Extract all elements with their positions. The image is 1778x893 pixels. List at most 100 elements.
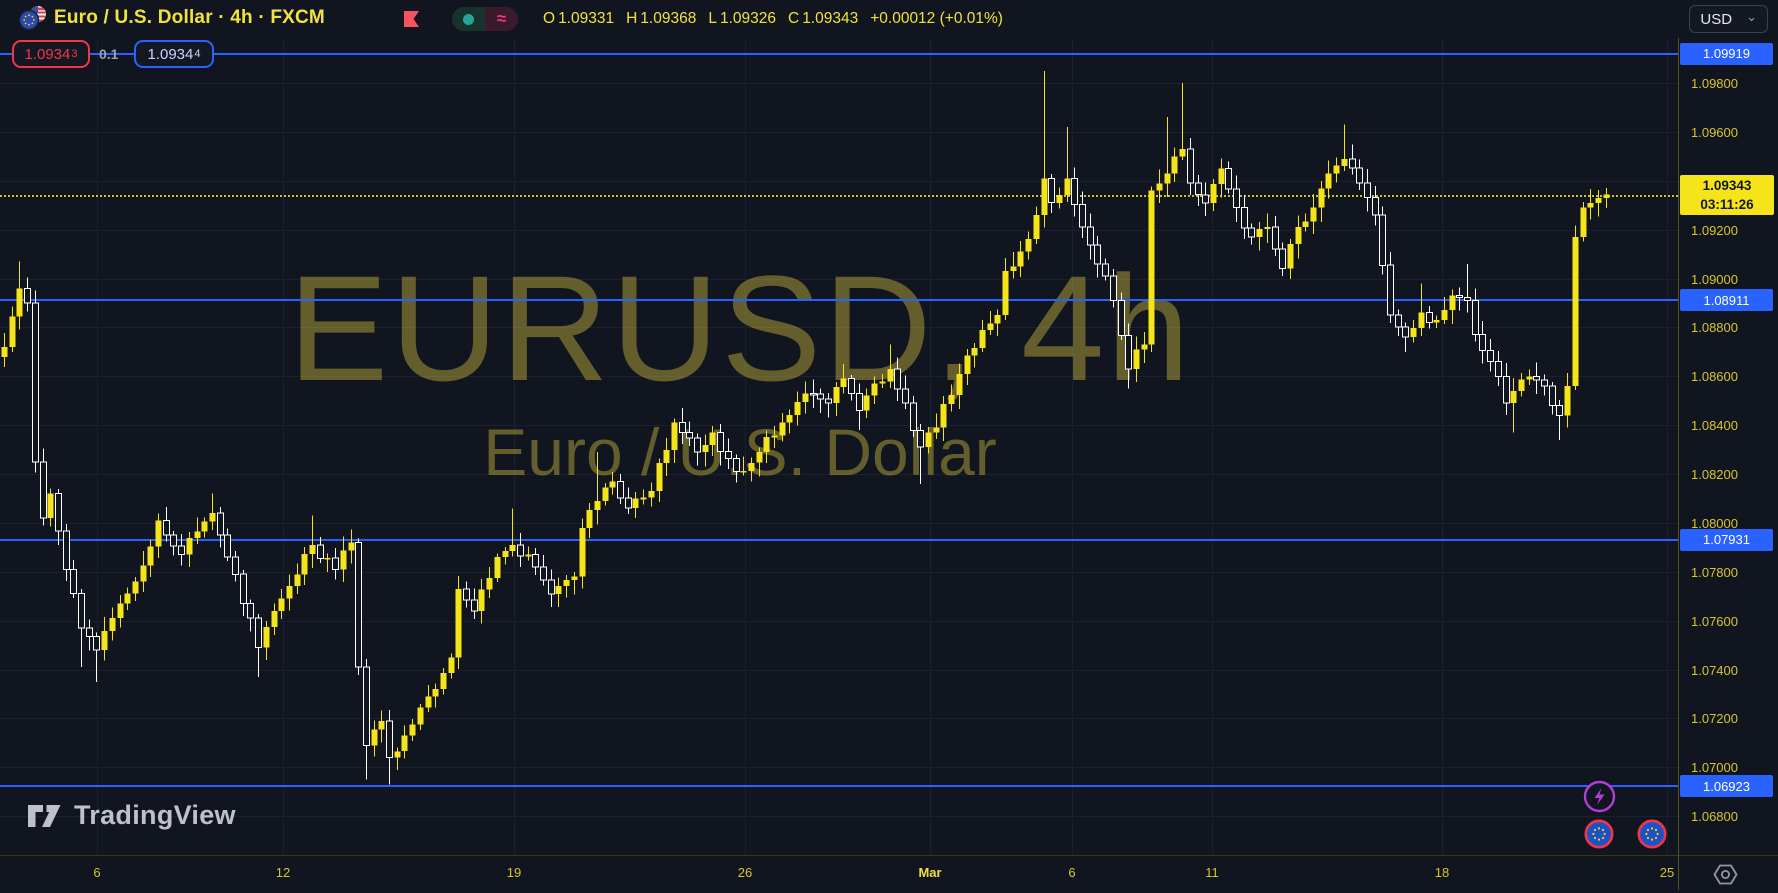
price-tick-label: 1.07200 (1691, 711, 1738, 727)
bid-price-label[interactable]: 1.0934 3 (12, 40, 90, 68)
candle (1064, 178, 1071, 195)
red-flag-icon[interactable] (400, 8, 422, 30)
candle (686, 432, 693, 439)
h-gridline (0, 181, 1678, 182)
candle (1541, 379, 1548, 387)
candle (925, 432, 932, 448)
candle (725, 450, 732, 460)
time-tick-label: 6 (93, 865, 101, 880)
candle (1387, 264, 1394, 316)
horizontal-price-line[interactable] (0, 539, 1678, 541)
symbol-title[interactable]: Euro / U.S. Dollar · 4h · FXCM (54, 7, 325, 28)
candle (548, 579, 555, 595)
eurusd-pair-flag-icon[interactable] (18, 5, 48, 36)
candle (1056, 194, 1063, 203)
candle (779, 422, 786, 436)
horizontal-price-line[interactable] (0, 785, 1678, 787)
line-price-label[interactable]: 1.09919 (1680, 42, 1773, 65)
candle (224, 534, 231, 558)
line-price-label[interactable]: 1.08911 (1680, 289, 1773, 312)
candle (301, 554, 308, 575)
price-tick-label: 1.09800 (1691, 76, 1738, 91)
time-tick-label: 26 (737, 865, 753, 880)
price-tick-label: 1.08200 (1691, 467, 1738, 483)
spread-value: 0.1 (99, 46, 119, 62)
candle (602, 487, 609, 501)
candle (1218, 168, 1225, 184)
candle (271, 610, 278, 627)
candle (879, 381, 886, 384)
candle (763, 436, 770, 452)
line-price-label[interactable]: 1.07931 (1680, 528, 1773, 551)
candle (1256, 228, 1263, 237)
time-axis[interactable]: 6 12 19 26 Mar 6 11 18 25 (0, 855, 1778, 890)
candle (286, 585, 293, 599)
candle (332, 557, 339, 570)
h-gridline (0, 718, 1678, 719)
price-tick-label: 1.09200 (1691, 222, 1738, 238)
candle (594, 500, 601, 510)
candle (1041, 178, 1048, 215)
candle (1141, 344, 1148, 350)
candle (47, 493, 54, 518)
candle (324, 558, 331, 560)
tradingview-logo-text: TradingView (74, 800, 236, 830)
current-price-dotted-line (0, 195, 1678, 197)
v-gridline (1072, 38, 1073, 855)
market-status-toggle[interactable]: ≈ (452, 7, 518, 31)
candle (317, 544, 324, 560)
time-tick-label: 11 (1205, 865, 1219, 880)
ask-price-label[interactable]: 1.0934 4 (134, 40, 214, 68)
candle (1210, 184, 1217, 203)
eu-flag-icon[interactable] (1637, 819, 1667, 854)
h-gridline (0, 83, 1678, 84)
horizontal-price-line[interactable] (0, 299, 1678, 301)
h-gridline (0, 474, 1678, 475)
lightning-icon[interactable] (1583, 780, 1616, 818)
candle (1287, 243, 1294, 269)
plot-area[interactable]: EURUSD, 4h Euro / U.S. Dollar 1.0934 3 0.… (0, 38, 1678, 855)
candle (1133, 349, 1140, 369)
candle (170, 534, 177, 547)
settings-gear-icon[interactable] (1712, 861, 1739, 893)
eu-flag-icon[interactable] (1584, 819, 1614, 854)
candle (1025, 239, 1032, 252)
candle (132, 581, 139, 594)
price-axis[interactable]: 1.098001.096001.094001.092001.090001.088… (1678, 38, 1778, 855)
candle (425, 696, 432, 708)
candle (432, 688, 439, 697)
candle (555, 586, 562, 594)
candle (1033, 215, 1040, 240)
v-gridline (514, 38, 515, 855)
candle (1094, 244, 1101, 265)
candle (140, 565, 147, 582)
candle (1110, 275, 1117, 302)
candle (55, 493, 62, 532)
h-gridline (0, 670, 1678, 671)
candle (1595, 197, 1602, 203)
change-value: +0.00012 (+0.01%) (870, 10, 1003, 27)
candle (894, 368, 901, 390)
h-gridline (0, 425, 1678, 426)
candle (86, 627, 93, 638)
candle (1410, 328, 1417, 338)
candle (32, 302, 39, 463)
tradingview-logo[interactable]: TradingView (26, 800, 236, 831)
candle (9, 316, 16, 347)
currency-selector[interactable]: USD ⌄ (1689, 5, 1768, 33)
candle (1048, 177, 1055, 204)
candle (586, 510, 593, 528)
candle (679, 422, 686, 434)
candle (340, 550, 347, 570)
candle (979, 329, 986, 348)
candle (871, 383, 878, 396)
line-price-label[interactable]: 1.06923 (1680, 775, 1773, 798)
candle (825, 398, 832, 404)
horizontal-price-line[interactable] (0, 53, 1678, 55)
h-gridline (0, 572, 1678, 573)
high-value: 1.09368 (640, 10, 697, 27)
candle (163, 520, 170, 536)
h-gridline (0, 279, 1678, 280)
low-value: 1.09326 (719, 10, 776, 27)
candle (255, 617, 262, 649)
